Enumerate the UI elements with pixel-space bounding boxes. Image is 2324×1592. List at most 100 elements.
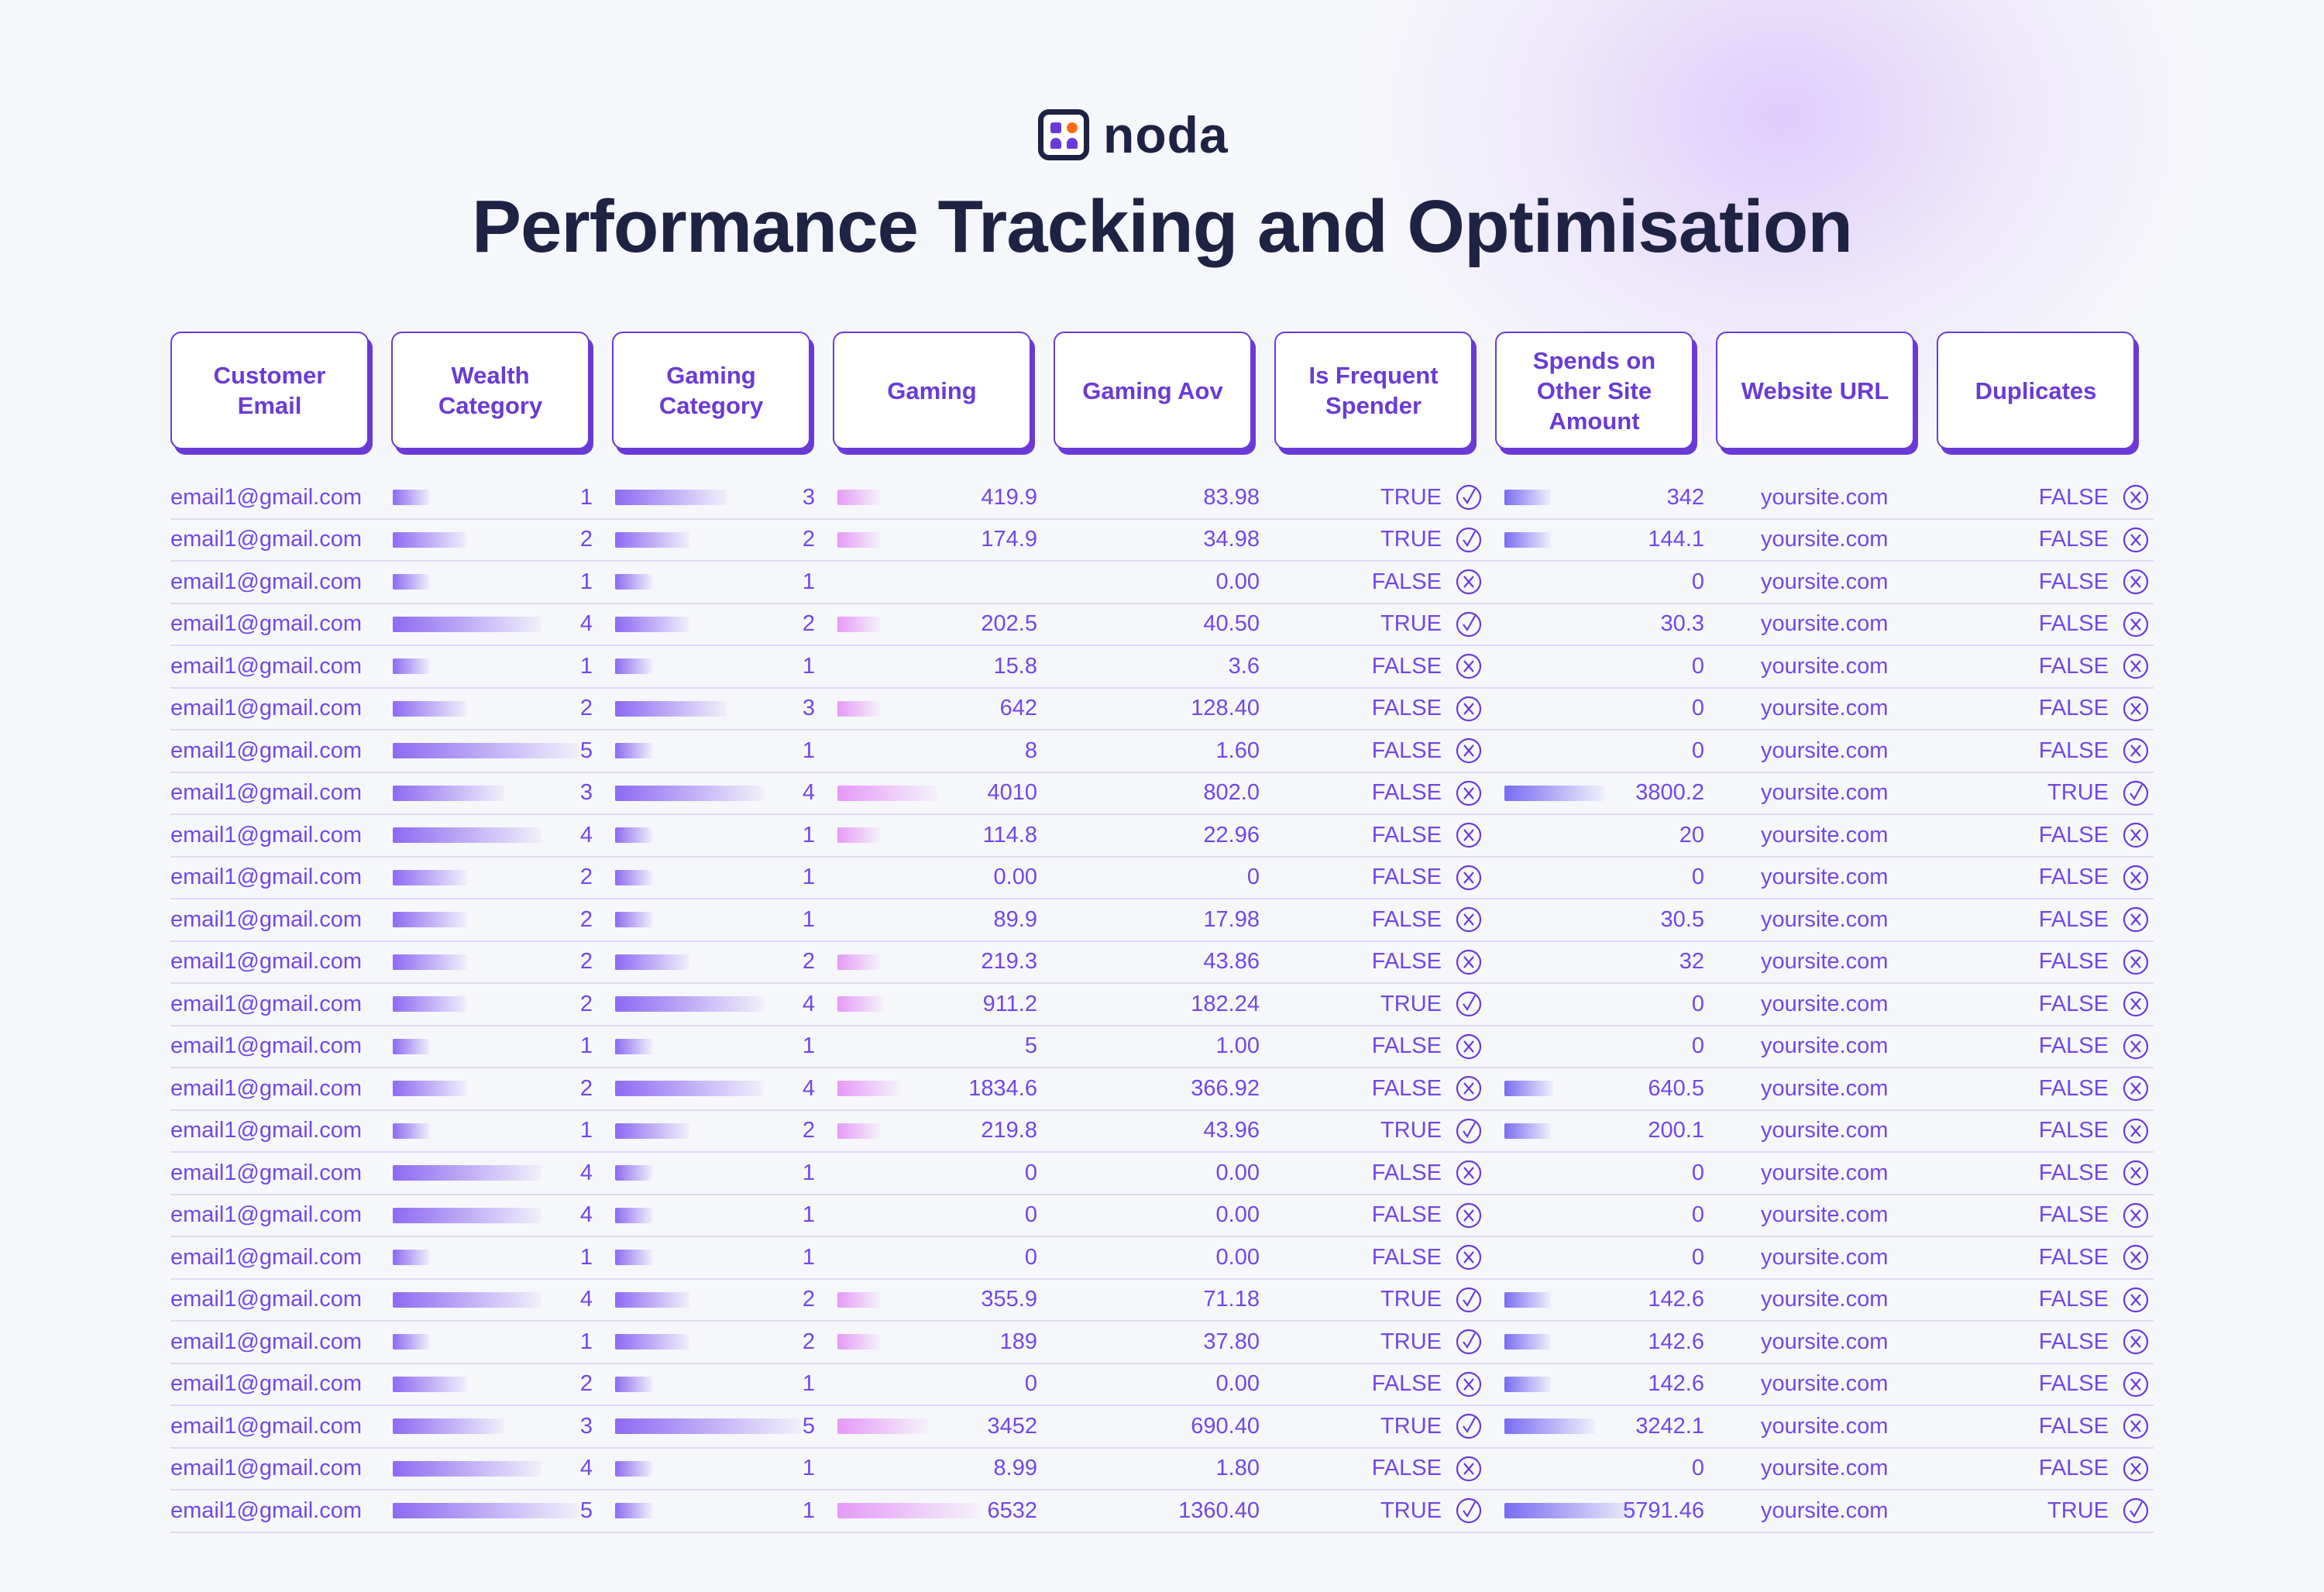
table-row: email1@gmail.com 4 1 0 0.00 FALSE 0 yoursite.co… — [170, 1153, 2154, 1195]
column-header-gaming[interactable]: Gaming — [833, 332, 1031, 449]
cell-gaming-category: 2 — [615, 1111, 815, 1152]
cell-duplicates: FALSE — [1949, 942, 2149, 983]
value-bar — [393, 743, 579, 759]
cell-website-url: yoursite.com — [1727, 477, 1927, 518]
cell-gaming-category: 3 — [615, 477, 815, 518]
x-circle-icon — [2123, 738, 2149, 764]
cell-gaming: 5 — [837, 1026, 1037, 1068]
cell-value: 355.9 — [981, 1287, 1037, 1312]
value-bar — [837, 1291, 880, 1308]
value-bar — [615, 996, 764, 1013]
cell-value: 1 — [802, 865, 815, 890]
check-circle-icon — [2123, 1497, 2149, 1524]
value-bar — [1504, 1291, 1551, 1308]
cell-is-frequent-spender: FALSE — [1282, 689, 1482, 730]
value-bar — [393, 574, 430, 590]
column-header-is-frequent-spender[interactable]: Is Frequent Spender — [1274, 332, 1473, 449]
cell-value: FALSE — [1371, 780, 1442, 806]
column-header-wealth-category[interactable]: Wealth Category — [391, 332, 590, 449]
cell-value: 1 — [802, 1371, 815, 1397]
cell-value: yoursite.com — [1761, 696, 1889, 721]
value-bar — [837, 616, 880, 632]
value-bar — [393, 827, 541, 844]
table-row: email1@gmail.com 4 1 8.99 1.80 FALSE 0 yoursite… — [170, 1449, 2154, 1491]
cell-value: yoursite.com — [1761, 1456, 1889, 1481]
cell-website-url: yoursite.com — [1727, 1491, 1927, 1532]
value-bar — [615, 743, 652, 759]
cell-spends-other-site: 144.1 — [1504, 520, 1704, 561]
value-bar — [1504, 785, 1604, 801]
value-bar — [615, 574, 652, 590]
x-circle-icon — [2123, 865, 2149, 891]
column-header-duplicates[interactable]: Duplicates — [1937, 332, 2135, 449]
cell-value: FALSE — [2038, 822, 2109, 848]
cell-wealth-category: 1 — [393, 477, 593, 518]
cell-spends-other-site: 342 — [1504, 477, 1704, 518]
cell-wealth-category: 1 — [393, 1237, 593, 1278]
column-header-gaming-aov[interactable]: Gaming Aov — [1054, 332, 1252, 449]
cell-is-frequent-spender: TRUE — [1282, 984, 1482, 1025]
cell-value: 22.96 — [1203, 822, 1260, 848]
cell-value: email1@gmail.com — [170, 484, 363, 510]
cell-value: 0.00 — [993, 865, 1037, 890]
x-circle-icon — [2123, 1075, 2149, 1102]
check-circle-icon — [1456, 1413, 1482, 1439]
cell-value: 0 — [1691, 991, 1704, 1016]
cell-duplicates: FALSE — [1949, 604, 2149, 645]
cell-value: 2 — [802, 1329, 815, 1354]
cell-gaming-category: 3 — [615, 689, 815, 730]
cell-value: FALSE — [2038, 1371, 2109, 1397]
cell-wealth-category: 4 — [393, 1195, 593, 1236]
cell-is-frequent-spender: TRUE — [1282, 1111, 1482, 1152]
value-bar — [615, 490, 727, 506]
cell-value: FALSE — [2038, 611, 2109, 637]
cell-value: 0 — [1024, 1202, 1037, 1228]
value-bar — [615, 954, 689, 970]
x-circle-icon — [1456, 696, 1482, 722]
cell-wealth-category: 2 — [393, 1364, 593, 1405]
cell-value: yoursite.com — [1761, 991, 1889, 1016]
cell-spends-other-site: 0 — [1504, 562, 1704, 603]
x-circle-icon — [2123, 1287, 2149, 1313]
check-circle-icon — [1456, 611, 1482, 638]
cell-gaming — [837, 562, 1037, 603]
cell-value: 0 — [1691, 696, 1704, 721]
cell-value: 1.80 — [1215, 1456, 1260, 1481]
cell-spends-other-site: 20 — [1504, 815, 1704, 856]
cell-value: 4 — [802, 1075, 815, 1101]
value-bar — [615, 1503, 652, 1519]
cell-value: FALSE — [2038, 1160, 2109, 1185]
value-bar — [1504, 490, 1551, 506]
x-circle-icon — [2123, 653, 2149, 679]
cell-value: yoursite.com — [1761, 1287, 1889, 1312]
cell-value: TRUE — [1380, 527, 1442, 552]
cell-gaming-category: 5 — [615, 1406, 815, 1447]
cell-value: 2 — [802, 527, 815, 552]
value-bar — [393, 1250, 430, 1266]
value-bar — [393, 1165, 541, 1181]
cell-value: FALSE — [1371, 1033, 1442, 1059]
cell-value: FALSE — [1371, 1202, 1442, 1228]
cell-value: yoursite.com — [1761, 1033, 1889, 1059]
cell-value: 174.9 — [981, 527, 1037, 552]
cell-value: 43.96 — [1203, 1118, 1260, 1143]
cell-value: TRUE — [1380, 1329, 1442, 1354]
cell-value: 219.3 — [981, 949, 1037, 975]
cell-value: 89.9 — [993, 906, 1037, 932]
cell-spends-other-site: 3800.2 — [1504, 773, 1704, 814]
cell-gaming: 219.3 — [837, 942, 1037, 983]
value-bar — [615, 1418, 801, 1435]
cell-gaming-aov: 1.60 — [1060, 731, 1260, 772]
cell-gaming: 0 — [837, 1153, 1037, 1194]
column-header-website-url[interactable]: Website URL — [1716, 332, 1914, 449]
column-header-spends-other-site[interactable]: Spends on Other Site Amount — [1495, 332, 1693, 449]
cell-value: 8 — [1024, 738, 1037, 763]
column-header-customer-email[interactable]: Customer Email — [170, 332, 369, 449]
column-header-gaming-category[interactable]: Gaming Category — [612, 332, 810, 449]
cell-value: 1 — [802, 653, 815, 679]
cell-value: 4 — [579, 1287, 593, 1312]
cell-value: TRUE — [1380, 991, 1442, 1016]
cell-gaming-aov: 1.80 — [1060, 1449, 1260, 1490]
cell-gaming-category: 1 — [615, 1449, 815, 1490]
cell-website-url: yoursite.com — [1727, 858, 1927, 899]
